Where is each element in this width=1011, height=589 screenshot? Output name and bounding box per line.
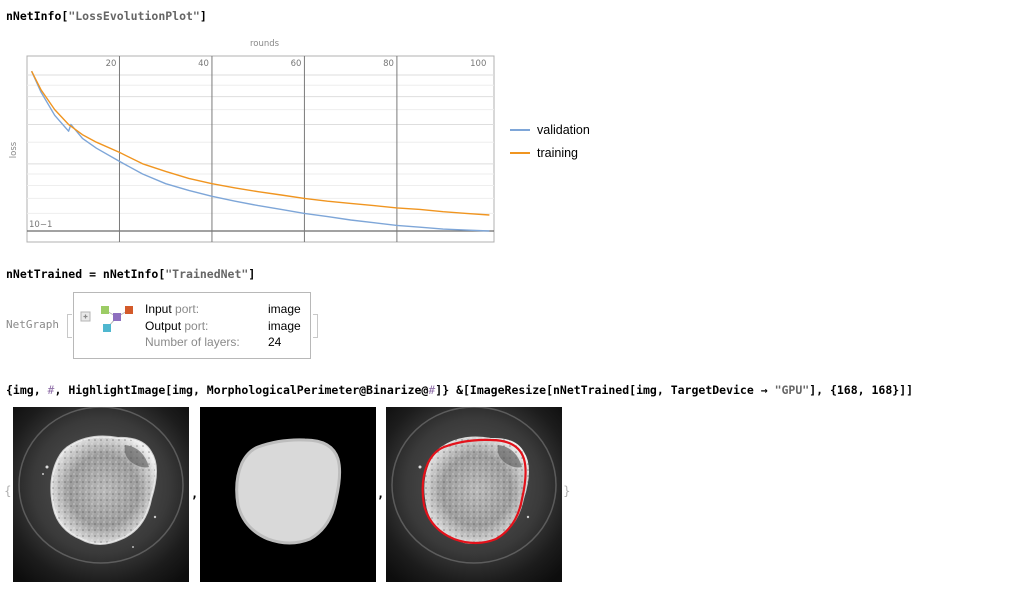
x-tick-label: 60 [291, 59, 302, 69]
netgraph-row-input: Input port: image [145, 302, 301, 316]
legend-label: training [537, 145, 578, 160]
input-cell-highlight[interactable]: {img, #, HighlightImage[img, Morphologic… [6, 383, 914, 397]
code-string: "GPU" [774, 383, 810, 397]
plot-frame [26, 55, 495, 243]
code-text: nNetTrained = nNetInfo[ [6, 267, 166, 281]
list-separator: , [377, 487, 385, 501]
code-text: ] [199, 9, 207, 23]
input-port-value: image [268, 302, 301, 316]
code-string: "LossEvolutionPlot" [68, 9, 200, 23]
input-cell-trained-net[interactable]: nNetTrained = nNetInfo["TrainedNet"] [6, 267, 255, 281]
loss-evolution-plot: 20 40 60 80 100 rounds loss 10−1 [9, 39, 495, 243]
x-axis-label: rounds [250, 39, 280, 49]
legend-label: validation [537, 122, 590, 137]
perimeter-outline [421, 438, 527, 545]
y-axis-label: loss [9, 141, 19, 158]
input-cell-loss-plot[interactable]: nNetInfo["LossEvolutionPlot"] [6, 9, 207, 23]
highlighted-perimeter-image[interactable] [386, 407, 562, 582]
layer-count-value: 24 [268, 335, 282, 349]
right-bracket [313, 314, 318, 338]
list-separator: , [191, 487, 199, 501]
x-tick-label: 80 [383, 59, 394, 69]
legend-item-validation: validation [510, 118, 590, 141]
output-port-value: image [268, 318, 301, 333]
chart-legend: validation training [510, 118, 590, 164]
x-tick-label: 40 [198, 59, 209, 69]
slot-symbol: # [47, 383, 55, 397]
netgraph-summary-box[interactable]: Input port: image Output port: image Num… [73, 292, 311, 359]
left-bracket [67, 314, 72, 338]
list-close-brace: } [563, 484, 571, 498]
legend-swatch [510, 151, 530, 154]
series-line-training [30, 70, 490, 216]
predicted-mask-image[interactable] [200, 407, 376, 582]
netgraph-icon [80, 306, 133, 332]
netgraph-info-table: Input port: image Output port: image Num… [145, 301, 301, 351]
y-tick-label: 10−1 [29, 220, 52, 230]
x-tick-label: 100 [470, 59, 486, 69]
legend-swatch [510, 128, 530, 131]
code-text: ] [248, 267, 256, 281]
slot-symbol: # [428, 383, 436, 397]
netgraph-head: NetGraph [6, 318, 59, 331]
code-text: nNetInfo[ [6, 9, 69, 23]
legend-item-training: training [510, 141, 590, 164]
netgraph-row-output: Output port: image [145, 318, 301, 333]
netgraph-row-layers: Number of layers: 24 [145, 335, 282, 349]
original-cell-image[interactable] [13, 407, 189, 582]
list-open-brace: { [4, 484, 12, 498]
x-tick-label: 20 [106, 59, 117, 69]
code-string: "TrainedNet" [165, 267, 249, 281]
